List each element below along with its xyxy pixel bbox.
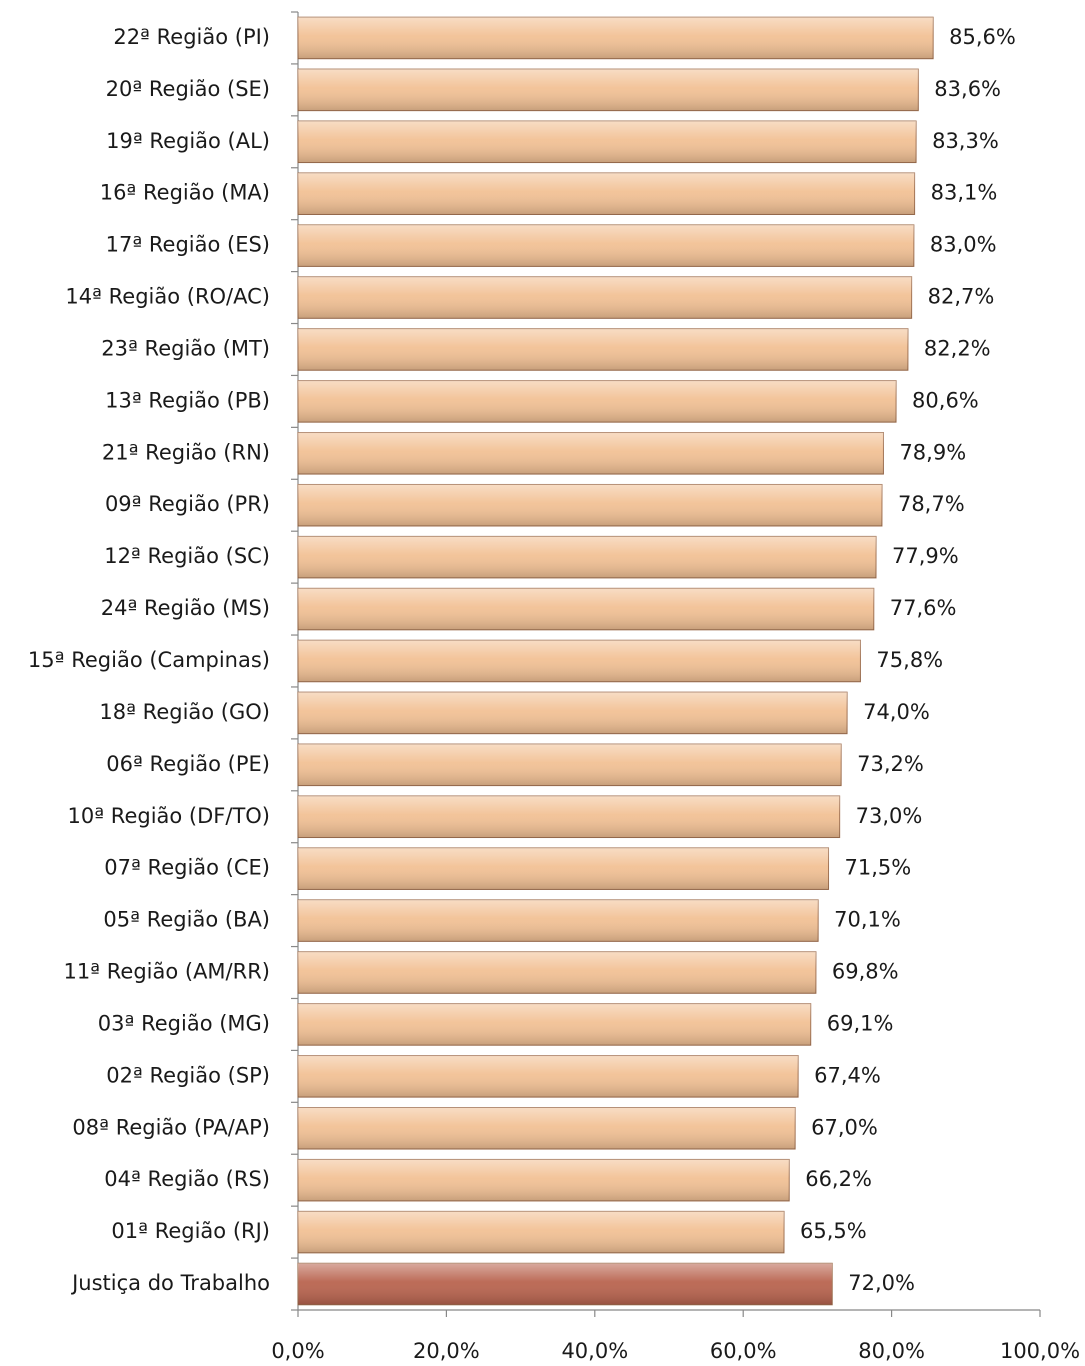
- y-tick-label: 13ª Região (PB): [105, 388, 270, 412]
- data-label: 67,0%: [811, 1115, 878, 1139]
- bar: [297, 795, 841, 839]
- y-tick-label: 07ª Região (CE): [104, 856, 270, 880]
- y-tick-label: 09ª Região (PR): [105, 492, 270, 516]
- bar: [297, 899, 819, 942]
- x-tick-label: 0,0%: [271, 1339, 324, 1363]
- bar: [297, 1210, 785, 1254]
- y-tick-label: 18ª Região (GO): [99, 700, 270, 724]
- y-tick-label: 08ª Região (PA/AP): [72, 1115, 270, 1139]
- bar: [297, 951, 817, 994]
- data-label: 69,8%: [832, 960, 899, 984]
- data-label: 74,0%: [863, 700, 930, 724]
- y-tick-label: 14ª Região (RO/AC): [65, 285, 270, 309]
- data-label: 73,0%: [856, 804, 923, 828]
- data-label: 83,6%: [934, 77, 1001, 101]
- bar: [297, 68, 919, 112]
- x-tick-label: 60,0%: [710, 1339, 777, 1363]
- x-tick-label: 40,0%: [561, 1339, 628, 1363]
- bar: [297, 120, 917, 164]
- data-label: 67,4%: [814, 1063, 881, 1087]
- y-tick-label: 20ª Região (SE): [106, 77, 270, 101]
- x-tick-label: 20,0%: [413, 1339, 480, 1363]
- data-label: 72,0%: [848, 1271, 915, 1295]
- data-label: 69,1%: [827, 1011, 894, 1035]
- bar: [297, 535, 877, 579]
- y-tick-label: 05ª Região (BA): [103, 908, 270, 932]
- y-tick-label: 21ª Região (RN): [102, 440, 270, 464]
- y-tick-label: 23ª Região (MT): [101, 336, 270, 360]
- bar: [297, 1055, 799, 1098]
- y-tick-label: 19ª Região (AL): [106, 129, 270, 153]
- y-tick-label: 10ª Região (DF/TO): [68, 804, 270, 828]
- data-label: 85,6%: [949, 25, 1016, 49]
- data-label: 83,3%: [932, 129, 999, 153]
- data-label: 70,1%: [834, 908, 901, 932]
- data-label: 77,6%: [890, 596, 957, 620]
- y-tick-label: 24ª Região (MS): [101, 596, 270, 620]
- y-tick-label: Justiça do Trabalho: [70, 1271, 270, 1295]
- data-label: 83,1%: [931, 181, 998, 205]
- y-tick-label: 03ª Região (MG): [98, 1011, 270, 1035]
- data-label: 83,0%: [930, 233, 997, 257]
- data-label: 77,9%: [892, 544, 959, 568]
- y-tick-label: 15ª Região (Campinas): [28, 648, 270, 672]
- data-label: 78,7%: [898, 492, 965, 516]
- y-tick-label: 04ª Região (RS): [104, 1167, 270, 1191]
- data-label: 66,2%: [805, 1167, 872, 1191]
- data-label: 65,5%: [800, 1219, 867, 1243]
- y-tick-label: 02ª Região (SP): [106, 1063, 270, 1087]
- y-tick-label: 17ª Região (ES): [106, 233, 270, 257]
- bar: [297, 172, 916, 215]
- y-tick-label: 06ª Região (PE): [106, 752, 270, 776]
- bar: [297, 639, 861, 683]
- bar: [297, 1158, 790, 1202]
- data-label: 71,5%: [845, 856, 912, 880]
- bar: [297, 16, 934, 60]
- data-label: 75,8%: [876, 648, 943, 672]
- bar: [297, 432, 884, 475]
- data-label: 80,6%: [912, 388, 979, 412]
- x-tick-label: 80,0%: [858, 1339, 925, 1363]
- bar: [297, 587, 875, 631]
- x-tick-label: 100,0%: [1000, 1339, 1080, 1363]
- data-label: 78,9%: [899, 440, 966, 464]
- bar: [297, 224, 915, 267]
- y-tick-label: 12ª Região (SC): [104, 544, 270, 568]
- data-label: 73,2%: [857, 752, 924, 776]
- bar: [297, 847, 830, 890]
- bar: [297, 276, 913, 319]
- y-tick-label: 16ª Região (MA): [100, 181, 270, 205]
- bar: [297, 1003, 812, 1046]
- bar: [297, 743, 842, 787]
- bar: [297, 380, 897, 423]
- bar: [297, 483, 883, 527]
- data-label: 82,7%: [928, 285, 995, 309]
- y-tick-label: 01ª Região (RJ): [111, 1219, 270, 1243]
- bar: [297, 328, 909, 371]
- bar: [297, 691, 848, 735]
- y-tick-label: 22ª Região (PI): [113, 25, 270, 49]
- y-tick-label: 11ª Região (AM/RR): [63, 960, 270, 984]
- data-label: 82,2%: [924, 336, 991, 360]
- bar: [297, 1107, 796, 1150]
- bar: [297, 1262, 833, 1306]
